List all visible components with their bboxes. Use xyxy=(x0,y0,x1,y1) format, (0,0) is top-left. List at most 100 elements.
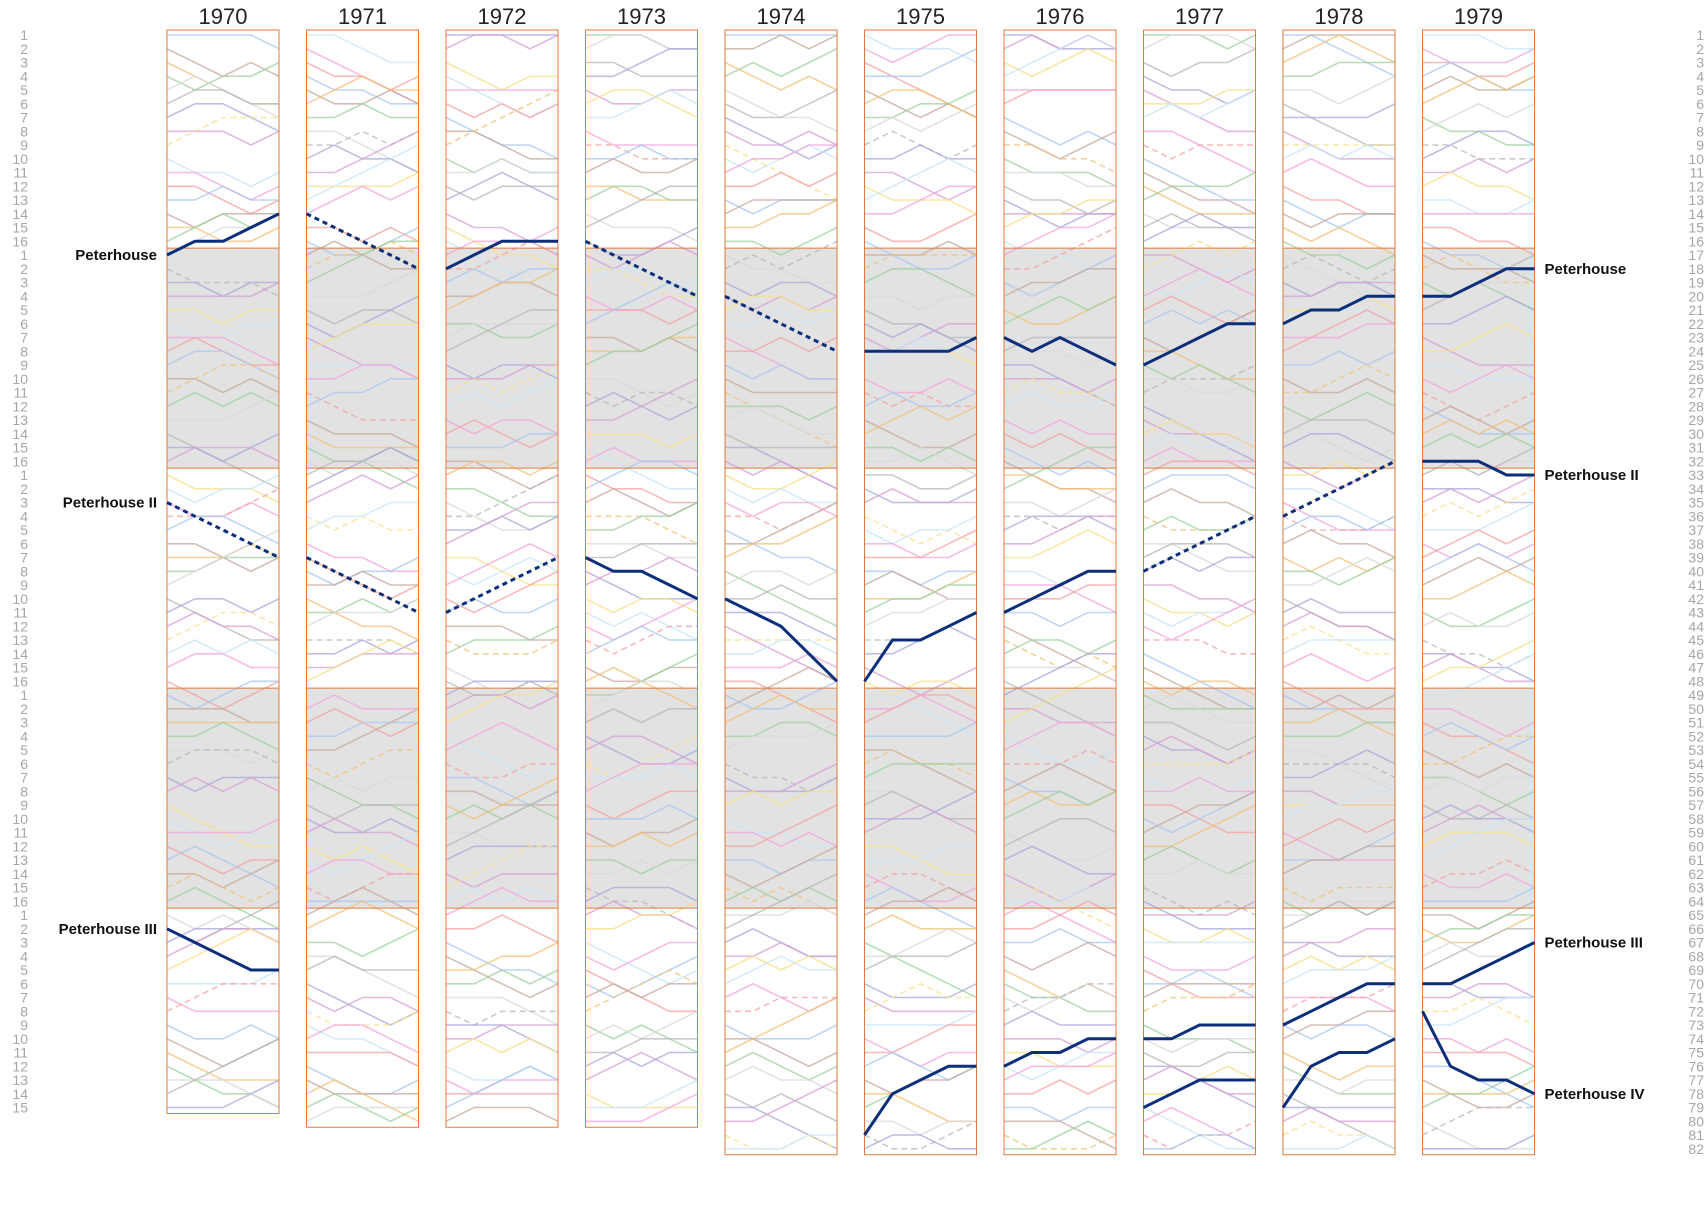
background-crew-line xyxy=(1422,708,1535,738)
background-crew-line xyxy=(167,185,279,201)
background-crew-line xyxy=(1422,488,1535,518)
background-crew-line xyxy=(1003,185,1117,215)
background-crew-line xyxy=(1143,419,1256,449)
left-rank-tick: 4 xyxy=(20,728,28,744)
background-crew-line xyxy=(306,1079,419,1123)
background-crew-line xyxy=(445,1079,558,1095)
right-rank-tick: 14 xyxy=(1688,206,1704,222)
background-crew-line xyxy=(445,157,558,174)
left-rank-tick: 11 xyxy=(13,825,28,841)
background-crew-line xyxy=(864,598,977,628)
background-crew-line xyxy=(445,845,558,889)
left-rank-tick: 11 xyxy=(13,165,28,181)
background-crew-line xyxy=(864,171,977,201)
year-label-1972: 1972 xyxy=(478,4,527,29)
left-rank-tick: 15 xyxy=(12,660,28,676)
background-crew-line xyxy=(306,501,419,531)
background-crew-line xyxy=(445,763,558,779)
left-rank-tick: 11 xyxy=(13,605,28,621)
right-rank-tick: 53 xyxy=(1688,742,1704,758)
background-crew-line xyxy=(724,501,838,518)
background-crew-line xyxy=(724,955,838,971)
background-crew-line xyxy=(1003,446,1116,490)
background-crew-line xyxy=(1143,790,1256,834)
background-crew-line xyxy=(585,625,698,655)
background-crew-line xyxy=(166,845,279,875)
right-rank-tick: 54 xyxy=(1688,756,1704,772)
background-crew-line xyxy=(166,391,280,408)
background-crew-line xyxy=(1422,157,1535,174)
background-crew-line xyxy=(446,157,558,174)
background-crew-line xyxy=(1003,1010,1116,1026)
background-crew-line xyxy=(446,130,558,160)
background-crew-line xyxy=(724,295,837,311)
background-crew-line xyxy=(167,1079,280,1109)
background-crew-line xyxy=(585,89,698,105)
series-line-peterhouse-iii-1978 xyxy=(1282,982,1395,1027)
background-crew-line xyxy=(1282,1051,1395,1081)
background-crew-line xyxy=(306,996,419,1013)
left-rank-tick: 9 xyxy=(20,797,28,813)
background-crew-line xyxy=(724,529,838,573)
series-line-peterhouse-iv-1979 xyxy=(1421,1010,1536,1096)
background-crew-line xyxy=(724,996,838,1054)
background-crew-line xyxy=(585,391,698,408)
year-frame-1976 xyxy=(1003,29,1117,1156)
background-crew-line xyxy=(1143,584,1256,614)
background-crew-line xyxy=(167,969,280,985)
background-crew-line xyxy=(306,240,419,270)
left-rank-tick: 7 xyxy=(20,770,28,786)
background-crew-line xyxy=(306,419,419,449)
background-crew-line xyxy=(725,199,838,229)
background-crew-line xyxy=(166,653,279,669)
series-line-peterhouse-1978 xyxy=(1282,294,1395,326)
background-crew-line xyxy=(1143,983,1256,1013)
background-crew-line xyxy=(585,157,698,174)
background-crew-line xyxy=(1282,157,1395,188)
right-rank-tick: 82 xyxy=(1688,1141,1704,1157)
background-crew-line xyxy=(1282,790,1395,820)
crew-label-left: Peterhouse III xyxy=(59,921,157,938)
background-crew-line xyxy=(306,34,419,64)
background-crew-line xyxy=(446,323,559,339)
background-crew-line xyxy=(1143,515,1256,531)
background-crew-line xyxy=(446,488,558,518)
background-crew-line xyxy=(585,48,698,78)
background-crew-line xyxy=(1004,584,1116,600)
left-rank-tick: 7 xyxy=(20,550,28,566)
left-rank-tick: 8 xyxy=(20,563,28,579)
background-crew-line xyxy=(864,295,977,311)
background-crew-line xyxy=(1422,611,1535,628)
background-crew-line xyxy=(1422,653,1535,696)
background-crew-line xyxy=(1422,542,1535,573)
background-crew-line xyxy=(585,61,698,78)
crew-label-right: Peterhouse II xyxy=(1545,467,1639,484)
left-rank-tick: 8 xyxy=(20,783,28,799)
background-crew-line xyxy=(167,336,280,366)
background-crew-line xyxy=(724,1065,838,1095)
background-crew-line xyxy=(724,433,837,449)
background-crew-line xyxy=(1422,405,1535,435)
background-crew-line xyxy=(166,48,280,78)
background-crew-line xyxy=(1004,488,1117,518)
background-crew-line xyxy=(864,529,977,559)
background-crew-line xyxy=(1282,611,1396,641)
background-crew-line xyxy=(585,34,698,50)
background-crew-line xyxy=(445,364,559,380)
background-crew-line xyxy=(1143,460,1256,476)
background-crew-line xyxy=(1003,391,1117,408)
background-crew-line xyxy=(306,886,419,916)
background-crew-line xyxy=(585,144,698,160)
left-rank-tick: 8 xyxy=(20,343,28,359)
series-line-peterhouse-iv-1978 xyxy=(1281,1037,1396,1109)
background-crew-line xyxy=(166,749,280,765)
background-crew-line xyxy=(1422,859,1535,889)
right-rank-tick: 46 xyxy=(1688,646,1704,662)
background-crew-line xyxy=(864,322,977,353)
background-crew-line xyxy=(167,721,280,751)
background-crew-line xyxy=(585,1051,698,1081)
background-crew-line xyxy=(864,694,977,738)
background-crew-line xyxy=(1143,309,1256,325)
right-rank-tick: 29 xyxy=(1688,412,1704,428)
background-crew-line xyxy=(1143,267,1256,298)
